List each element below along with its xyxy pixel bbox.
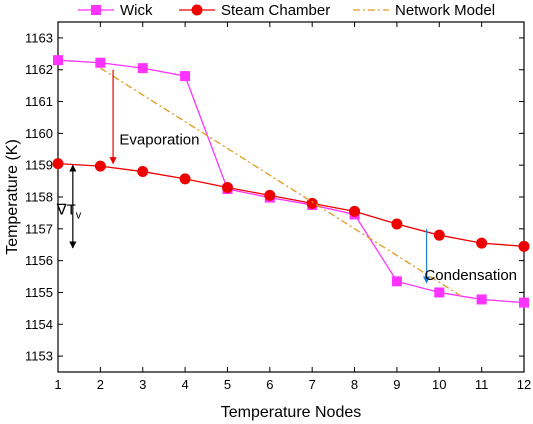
steam-chamber-point bbox=[179, 173, 191, 185]
y-tick-label: 1159 bbox=[25, 158, 53, 173]
steam-chamber-point bbox=[137, 166, 149, 178]
steam-chamber-point bbox=[52, 158, 64, 170]
y-tick-label: 1156 bbox=[25, 253, 53, 268]
plot-frame bbox=[57, 21, 525, 373]
steam-chamber-series bbox=[52, 158, 530, 252]
wick-point bbox=[137, 63, 148, 74]
x-tick-label: 7 bbox=[309, 377, 316, 392]
x-tick-label: 10 bbox=[432, 377, 446, 392]
x-tick-label: 8 bbox=[351, 377, 358, 392]
y-tick-label: 1154 bbox=[25, 317, 53, 332]
wick-line bbox=[57, 59, 525, 304]
x-tick-label: 9 bbox=[393, 377, 400, 392]
legend-label: Network Model bbox=[395, 2, 495, 19]
legend-item: Steam Chamber bbox=[179, 2, 330, 19]
wick-point bbox=[519, 297, 529, 308]
steam-chamber-point bbox=[349, 205, 361, 217]
legend-marker bbox=[91, 5, 101, 15]
x-tick-label: 4 bbox=[181, 377, 188, 392]
series-layer bbox=[52, 55, 530, 308]
annotation-layer: Evaporation Condensation ∇Tv bbox=[56, 69, 517, 284]
y-tick-label: 1157 bbox=[25, 221, 53, 236]
steam-chamber-point bbox=[221, 181, 233, 193]
network-model-series bbox=[100, 67, 461, 297]
network-model-line bbox=[100, 67, 461, 297]
y-tick-label: 1158 bbox=[25, 190, 53, 205]
steam-chamber-line bbox=[57, 162, 525, 247]
legend: Wick Steam Chamber Network Model bbox=[78, 2, 495, 19]
legend-label: Steam Chamber bbox=[221, 2, 330, 19]
x-tick-label: 12 bbox=[517, 377, 531, 392]
annotation-label: Condensation bbox=[424, 267, 517, 284]
steam-chamber-point bbox=[391, 218, 403, 230]
legend-item: Network Model bbox=[353, 2, 495, 19]
y-tick-label: 1155 bbox=[25, 285, 53, 300]
x-tick-label: 11 bbox=[475, 377, 489, 392]
x-axis-title: Temperature Nodes bbox=[221, 404, 362, 421]
x-tick-label: 1 bbox=[54, 377, 61, 392]
wick-point bbox=[391, 276, 402, 287]
wick-point bbox=[95, 57, 106, 68]
steam-chamber-point bbox=[433, 229, 445, 241]
x-axis: 1 2 3 4 5 6 7 8 9 10 11 12 bbox=[54, 22, 531, 392]
steam-chamber-point bbox=[264, 189, 276, 201]
wick-point bbox=[180, 71, 191, 82]
annotation-label: ∇Tv bbox=[56, 202, 82, 222]
x-tick-label: 3 bbox=[139, 377, 146, 392]
x-tick-label: 5 bbox=[224, 377, 231, 392]
wick-point bbox=[476, 294, 487, 305]
x-tick-label: 6 bbox=[266, 377, 273, 392]
legend-item: Wick bbox=[78, 2, 153, 19]
steam-chamber-point bbox=[306, 197, 318, 209]
steam-chamber-point bbox=[94, 160, 106, 172]
y-tick-label: 1162 bbox=[25, 62, 53, 77]
steam-chamber-point bbox=[476, 237, 488, 249]
y-tick-label: 1160 bbox=[25, 126, 53, 141]
y-tick-label: 1153 bbox=[25, 349, 53, 364]
legend-label: Wick bbox=[120, 2, 153, 19]
annotation-label: Evaporation bbox=[119, 132, 199, 149]
y-axis-title: Temperature (K) bbox=[4, 139, 21, 255]
steam-chamber-point bbox=[518, 240, 530, 252]
y-tick-label: 1161 bbox=[25, 94, 53, 109]
legend-marker bbox=[191, 4, 203, 16]
x-tick-label: 2 bbox=[97, 377, 104, 392]
y-tick-label: 1163 bbox=[25, 30, 53, 45]
wick-point bbox=[434, 287, 445, 298]
wick-point bbox=[53, 55, 63, 66]
